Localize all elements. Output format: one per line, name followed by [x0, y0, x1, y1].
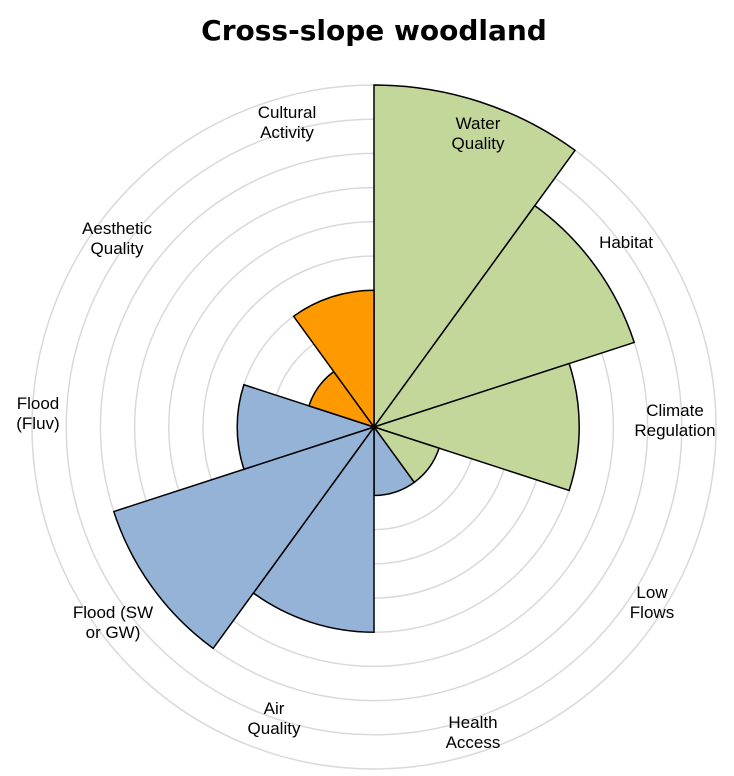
category-label: Water Quality: [452, 114, 505, 153]
chart-title: Cross-slope woodland: [201, 14, 547, 47]
sector: [373, 84, 577, 430]
category-label: Habitat: [599, 233, 653, 252]
sector: [112, 425, 376, 650]
category-label: Air Quality: [248, 699, 301, 738]
sector: [252, 424, 375, 633]
category-label: Low Flows: [630, 583, 674, 622]
category-label: Cultural Activity: [258, 103, 317, 142]
sector: [371, 362, 580, 492]
sector: [372, 204, 636, 429]
category-label: Aesthetic Quality: [82, 219, 152, 258]
category-label: Flood (SW or GW): [73, 603, 153, 642]
sector: [292, 289, 375, 430]
sector: [236, 383, 377, 471]
category-label: Flood (Fluv): [16, 394, 59, 433]
category-label: Climate Regulation: [634, 401, 715, 440]
category-label: Health Access: [446, 713, 501, 752]
